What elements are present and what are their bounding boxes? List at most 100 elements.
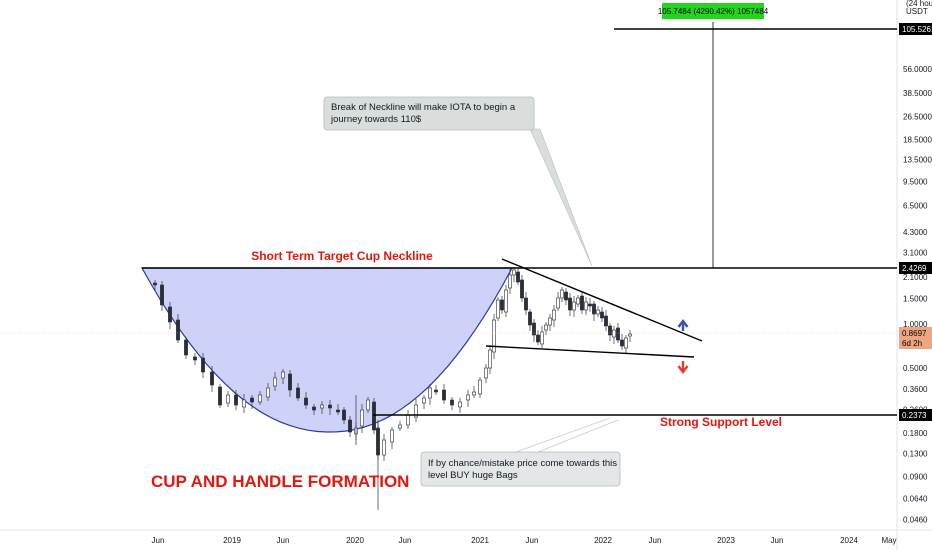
candle-body (484, 367, 488, 379)
callout-bottom-line-1: If by chance/mistake price come towards … (428, 458, 617, 469)
price-axis-tick: 0.0640 (903, 494, 928, 503)
candle-body (422, 397, 426, 404)
candle-body (492, 319, 496, 353)
candle-body (288, 373, 292, 391)
time-axis-tick: 2023 (717, 536, 735, 545)
candle-body (580, 295, 584, 311)
callout-top-line-2: journey towards 110$ (330, 114, 422, 125)
currency-line-2: USDT (906, 7, 928, 16)
price-axis-tick: 13.5000 (903, 155, 932, 164)
candle-body (496, 299, 500, 319)
candle-body (434, 389, 438, 393)
support-title: Strong Support Level (660, 415, 782, 429)
candle-body (616, 327, 620, 341)
time-axis-tick: May (881, 536, 896, 545)
time-axis-tick: 2020 (346, 536, 364, 545)
price-axis-tick: 1.5000 (903, 295, 928, 304)
price-axis-tick: 26.5000 (903, 113, 932, 122)
candle-body (596, 309, 600, 315)
candle-body (600, 311, 604, 319)
time-axis-tick: Jun (399, 536, 412, 545)
candle-body (450, 399, 454, 406)
callout-top-box[interactable] (323, 96, 535, 131)
candle-body (604, 315, 608, 327)
candle-body (176, 319, 180, 341)
price-axis-tick: 3.1000 (903, 249, 928, 258)
price-axis-tick: 0.0460 (903, 515, 928, 524)
candle-body (620, 339, 624, 347)
candle-body (184, 339, 188, 356)
candle-body (472, 391, 476, 396)
price-axis-tick: 2.1000 (903, 273, 928, 282)
pattern-title: CUP AND HANDLE FORMATION (151, 472, 409, 491)
handle-upper-trendline (501, 258, 703, 342)
candle-body (524, 297, 528, 311)
candle-body (508, 274, 512, 289)
time-axis-tick: Jun (526, 536, 539, 545)
candle-body (406, 414, 410, 426)
time-axis-tick: 2019 (223, 536, 241, 545)
candle-body (336, 409, 340, 413)
price-label-support: 0.2373 (899, 409, 932, 421)
price-label-neckline-text: 2.4269 (902, 264, 927, 273)
time-axis[interactable]: Jun 2019 Jun 2020 Jun 2021 Jun 2022 Jun 2023 Jun 20… (152, 536, 897, 545)
callout-bottom-box[interactable] (420, 451, 621, 487)
candle-body (458, 401, 462, 408)
candle-body (250, 397, 254, 403)
neckline-title: Short Term Target Cup Neckline (251, 249, 433, 263)
candle-body (328, 404, 332, 409)
candle-body (342, 409, 346, 421)
candle-body (242, 399, 246, 408)
handle-lower-trendline (485, 345, 695, 358)
candle-body (193, 356, 197, 361)
candle-body (560, 289, 564, 299)
measure-label-box (662, 3, 764, 19)
candle-body (398, 424, 402, 429)
price-label-target-text: 105.5261 (902, 25, 932, 34)
candle-body (234, 394, 238, 406)
price-label-neckline: 2.4269 (899, 262, 932, 274)
candle-body (540, 331, 544, 345)
currency-line-1: (24 hour) (906, 0, 932, 8)
candle-body (512, 269, 516, 276)
candles-layer (153, 267, 632, 510)
price-axis-tick: 0.1300 (903, 449, 928, 458)
time-axis-tick: 2021 (471, 536, 489, 545)
price-axis-tick: 0.5000 (903, 364, 928, 373)
candle-body (584, 301, 588, 311)
price-axis-tick: 0.3600 (903, 385, 928, 394)
candle-body (201, 357, 205, 373)
candle-body (536, 334, 540, 343)
candle-body (504, 289, 508, 313)
candle-body (612, 329, 616, 338)
callout-top-line-1: Break of Neckline will make IOTA to begi… (331, 102, 516, 113)
cup-shape (140, 267, 514, 433)
candle-body (608, 325, 612, 336)
callout-top-pointer (529, 128, 593, 267)
time-axis-tick: Jun (277, 536, 290, 545)
candle-body (564, 291, 568, 301)
candle-body (153, 282, 157, 286)
candle-body (382, 439, 386, 456)
candle-body (168, 306, 172, 323)
candle-body (428, 387, 432, 399)
price-label-last: 0.8697 6d 2h (899, 327, 932, 349)
candle-body (552, 309, 556, 321)
price-axis-tick: 9.5000 (903, 178, 928, 187)
price-axis-tick: 1.0000 (903, 320, 928, 329)
candle-body (366, 399, 370, 411)
arrow-up-icon (677, 319, 689, 331)
time-axis-tick: Jun (649, 536, 662, 545)
candle-body (160, 284, 164, 306)
candle-body (588, 303, 592, 307)
candle-body (296, 387, 300, 399)
candle-body (520, 279, 524, 299)
candle-body (624, 337, 628, 349)
candle-body (628, 333, 632, 337)
candle-body (532, 322, 536, 336)
candle-body (273, 377, 277, 387)
measure-label: 105.7484 (4290.42%) 1057484 (658, 7, 769, 16)
candle-body (442, 389, 446, 401)
candle-body (258, 394, 262, 403)
